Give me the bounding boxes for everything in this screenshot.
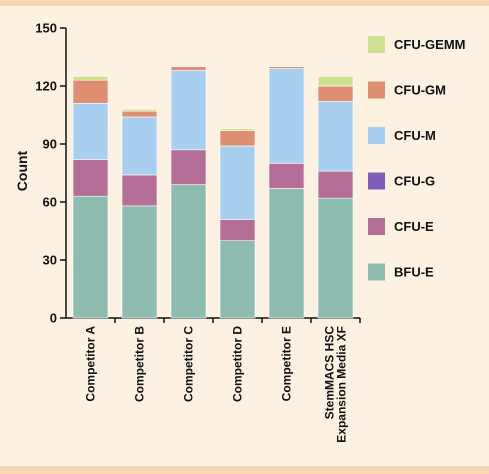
bar-segment-bfu-e [72, 195, 109, 319]
bar-segment-cfu-gemm [72, 76, 109, 81]
legend-label: CFU-GM [394, 83, 446, 98]
bar-segment-bfu-e [170, 184, 207, 319]
y-tick-label: 120 [35, 79, 57, 94]
bars [72, 66, 354, 319]
bar-segment-cfu-gm [170, 66, 207, 71]
legend-swatch-cfu-gemm [368, 36, 385, 53]
bar-segment-cfu-gemm [317, 76, 354, 87]
y-tick-label: 150 [35, 21, 57, 36]
x-tick-label-group: Competitor C [182, 326, 196, 402]
axes: 0 30 60 90 120 150 [35, 21, 361, 326]
bar-segment-cfu-e [72, 159, 109, 197]
bar-segment-bfu-e [219, 240, 256, 319]
x-tick-label: Competitor E [280, 326, 294, 401]
legend-label: CFU-G [394, 174, 435, 189]
bar-segment-cfu-gm [219, 130, 256, 147]
bar-segment-cfu-m [121, 116, 158, 176]
bar-segment-cfu-e [317, 170, 354, 199]
x-tick-label-group: Competitor D [231, 326, 245, 402]
bar-segment-bfu-e [121, 205, 158, 319]
bar-segment-cfu-gm [72, 79, 109, 104]
x-tick-label-group: Competitor E [280, 326, 294, 401]
legend-label: CFU-M [394, 128, 436, 143]
bar-segment-cfu-e [170, 149, 207, 185]
bar-segment-cfu-gemm [121, 108, 158, 112]
legend-label: CFU-GEMM [394, 37, 466, 52]
bar-segment-bfu-e [317, 197, 354, 319]
legend-swatch-cfu-m [368, 127, 385, 144]
x-tick-label: Competitor D [231, 326, 245, 402]
bar-segment-cfu-m [317, 101, 354, 172]
legend-label: CFU-E [394, 219, 434, 234]
bar-segment-cfu-gm [268, 66, 305, 69]
bar-segment-cfu-m [219, 145, 256, 220]
legend-swatch-cfu-g [368, 172, 385, 190]
x-tick-label: Competitor A [84, 326, 98, 402]
bar-segment-cfu-gm [317, 85, 354, 102]
bar-segment-cfu-e [121, 174, 158, 207]
y-tick-label: 90 [43, 137, 57, 152]
top-border-band [0, 0, 489, 6]
x-tick-label: Competitor B [133, 326, 147, 402]
bar-segment-cfu-e [219, 219, 256, 241]
legend-swatch-cfu-e [368, 218, 385, 235]
bar-segment-cfu-m [72, 103, 109, 160]
legend: CFU-GEMM CFU-GM CFU-M CFU-G CFU-E BFU-E [368, 36, 466, 281]
bar-segment-cfu-m [170, 70, 207, 151]
bar-segment-bfu-e [268, 188, 305, 319]
legend-swatch-cfu-gm [368, 81, 385, 99]
bar-segment-cfu-e [268, 163, 305, 189]
y-axis-label: Count [14, 150, 30, 191]
bar-segment-cfu-gm [121, 110, 158, 118]
y-tick-label: 30 [43, 253, 57, 268]
bottom-border-band [0, 466, 489, 474]
bar-segment-cfu-m [268, 68, 305, 164]
x-tick-label: StemMACS HSC [323, 326, 337, 420]
legend-label: BFU-E [394, 265, 434, 280]
labels: Competitor A Competitor B Competitor C Comp… [84, 326, 349, 443]
legend-swatch-bfu-e [368, 263, 385, 281]
x-tick-label-group: Competitor A [84, 326, 98, 402]
y-tick-label: 0 [50, 311, 57, 326]
x-tick-label: Expansion Media XF [335, 326, 349, 443]
y-tick-label: 60 [43, 195, 57, 210]
x-tick-label: Competitor C [182, 326, 196, 402]
bar-segment-cfu-gemm [219, 128, 256, 131]
x-tick-label-group: Competitor B [133, 326, 147, 402]
